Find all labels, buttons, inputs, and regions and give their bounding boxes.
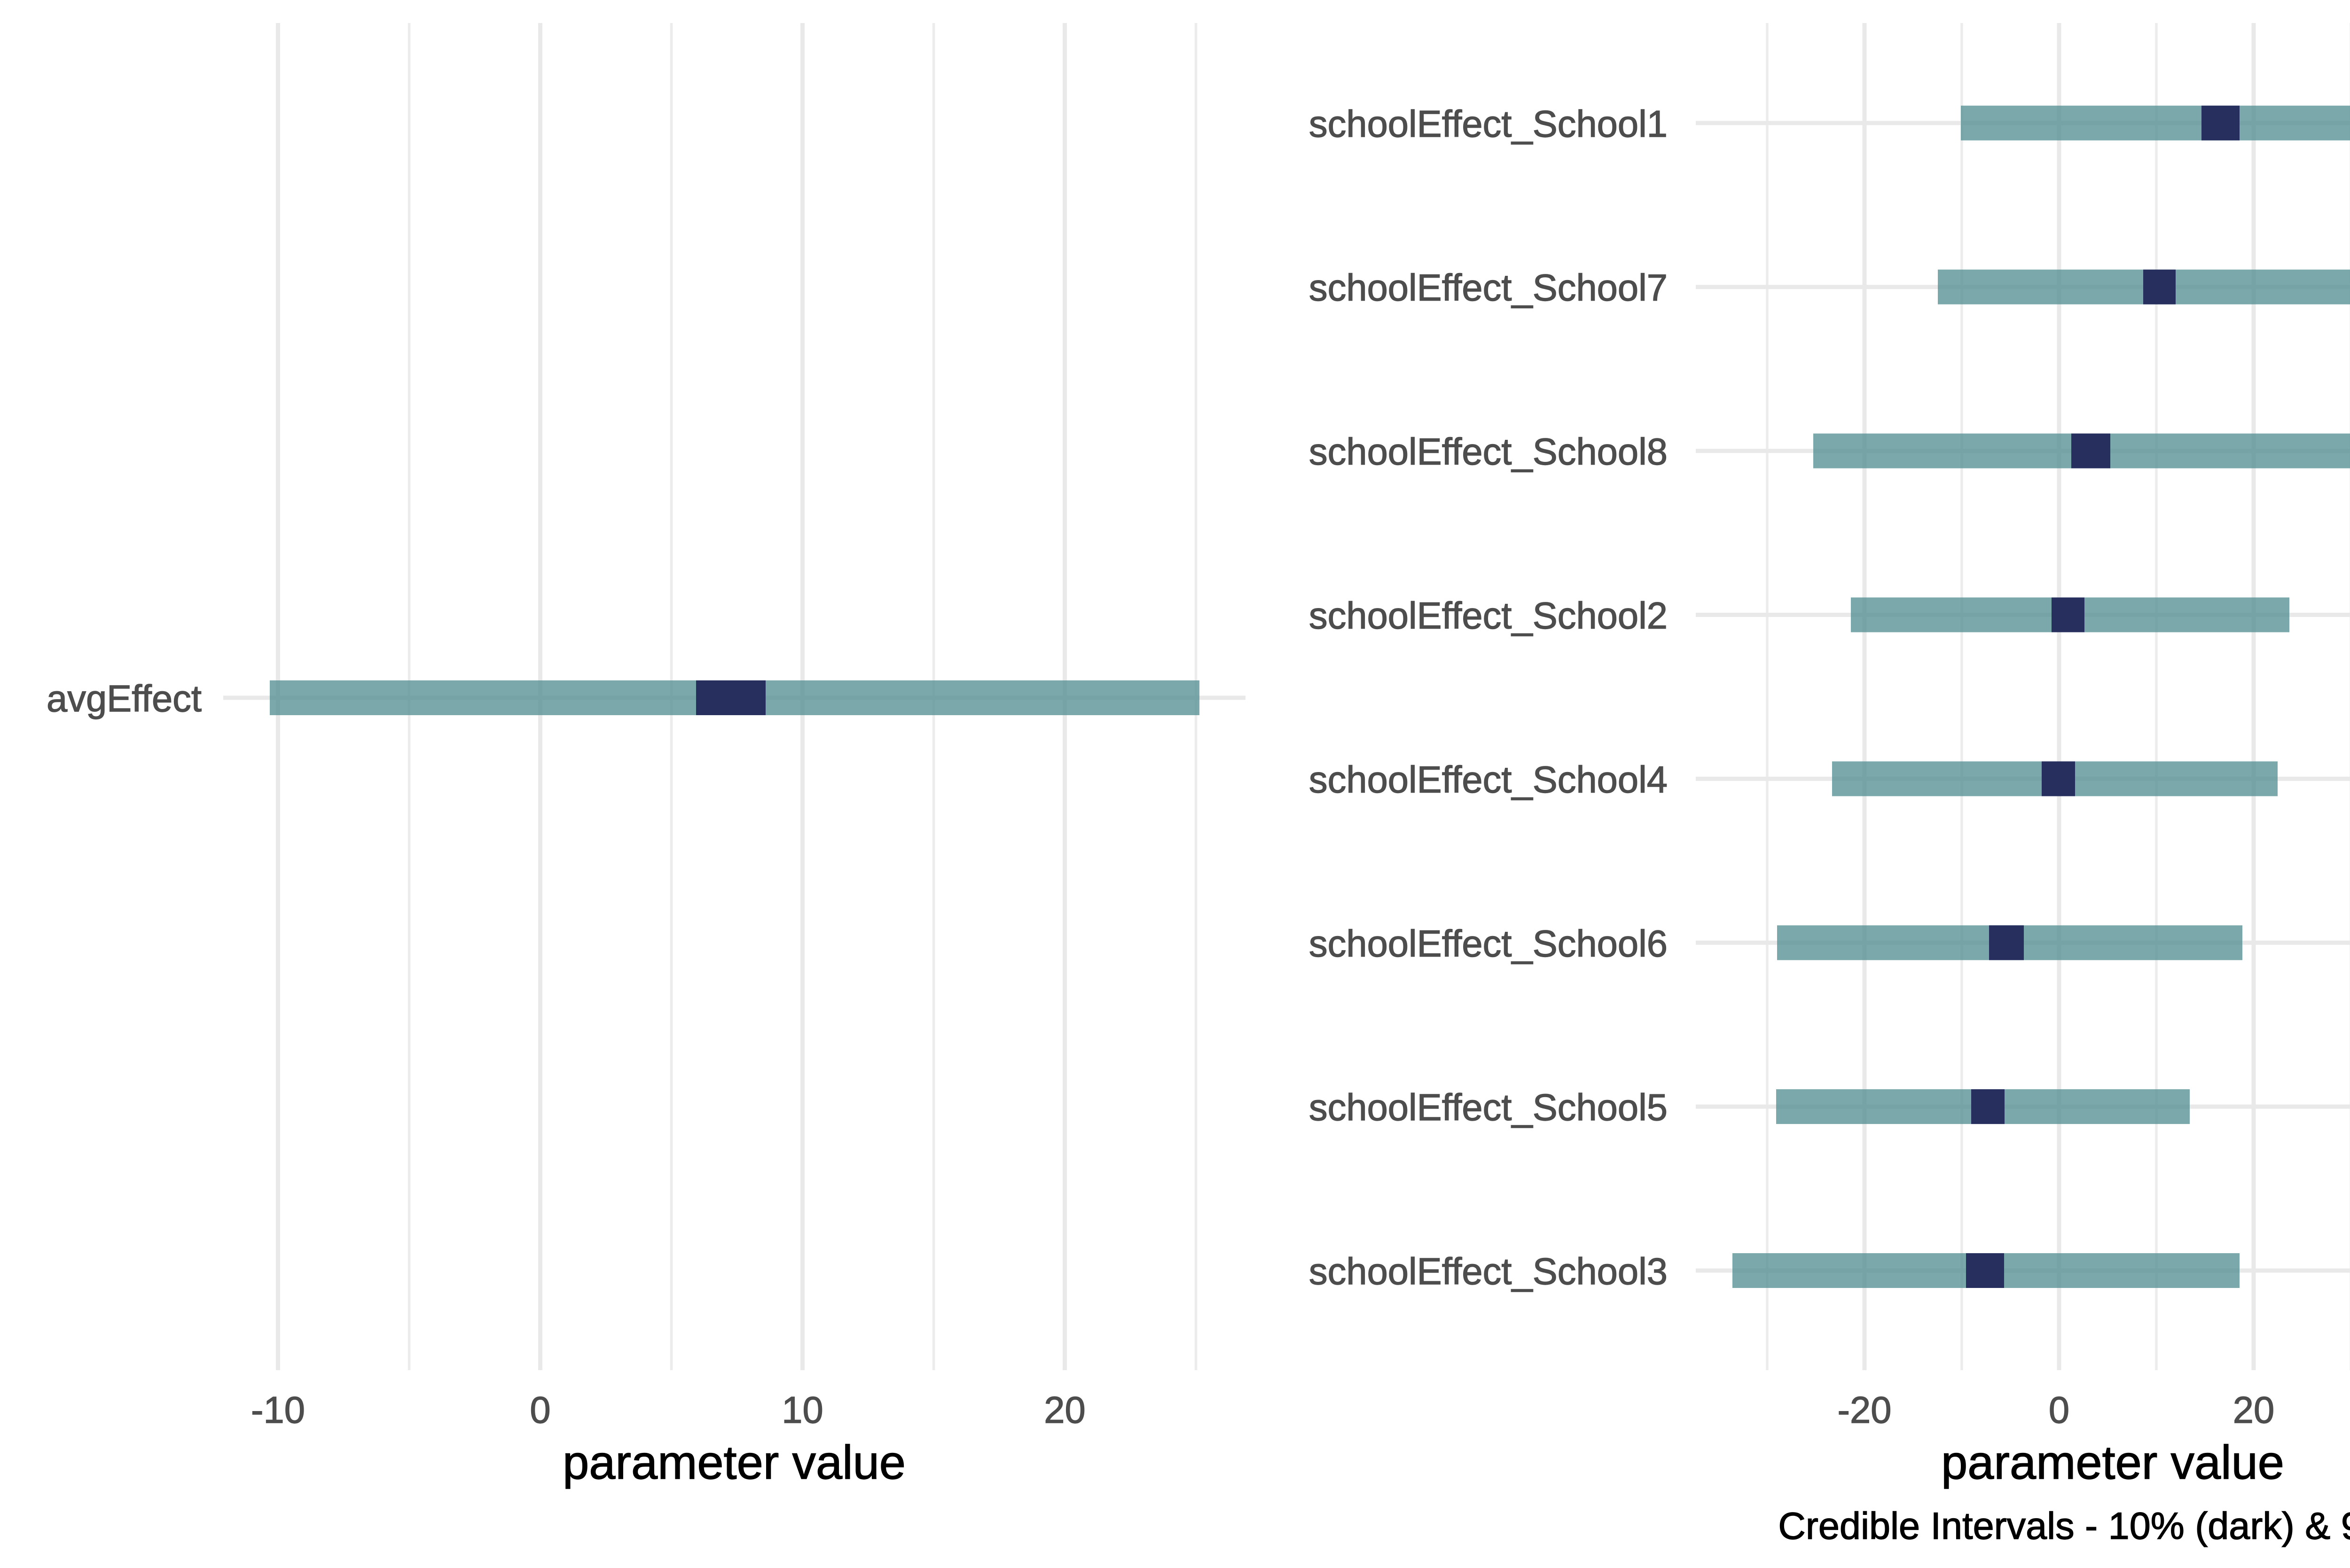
svg-text:20: 20 <box>1044 1389 1085 1431</box>
svg-text:schoolEffect_School4: schoolEffect_School4 <box>1309 758 1668 800</box>
svg-text:Credible Intervals - 10% (dark: Credible Intervals - 10% (dark) & 90% (l… <box>1778 1505 2350 1547</box>
svg-text:parameter value: parameter value <box>563 1436 906 1489</box>
svg-text:schoolEffect_School5: schoolEffect_School5 <box>1309 1086 1668 1128</box>
svg-text:10: 10 <box>782 1389 823 1431</box>
svg-text:avgEffect: avgEffect <box>47 678 202 719</box>
svg-text:-20: -20 <box>1838 1389 1892 1431</box>
svg-text:schoolEffect_School1: schoolEffect_School1 <box>1309 103 1668 145</box>
svg-text:parameter value: parameter value <box>1941 1436 2284 1489</box>
svg-text:schoolEffect_School8: schoolEffect_School8 <box>1309 431 1668 473</box>
svg-text:-10: -10 <box>251 1389 305 1431</box>
svg-text:0: 0 <box>2049 1389 2069 1431</box>
svg-text:20: 20 <box>2233 1389 2274 1431</box>
svg-text:schoolEffect_School2: schoolEffect_School2 <box>1309 595 1668 637</box>
svg-text:schoolEffect_School6: schoolEffect_School6 <box>1309 922 1668 964</box>
svg-text:schoolEffect_School7: schoolEffect_School7 <box>1309 267 1668 309</box>
svg-text:0: 0 <box>530 1389 550 1431</box>
svg-text:schoolEffect_School3: schoolEffect_School3 <box>1309 1250 1668 1292</box>
